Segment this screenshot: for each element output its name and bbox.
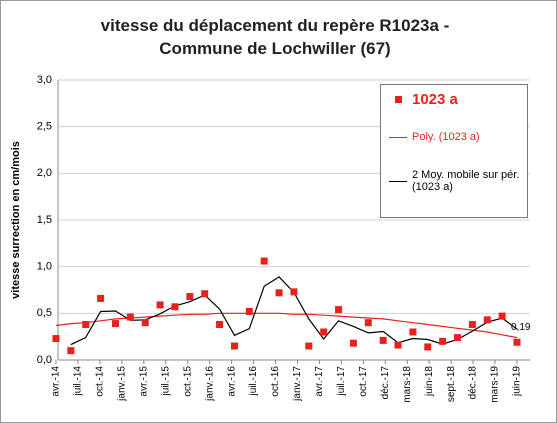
x-tick-label: oct.-14 bbox=[95, 366, 106, 397]
data-point bbox=[483, 316, 491, 324]
data-point bbox=[260, 257, 268, 265]
moving-average-line bbox=[70, 276, 518, 346]
data-point bbox=[275, 289, 283, 297]
data-point bbox=[349, 339, 357, 347]
x-tick-label: avr.-14 bbox=[51, 366, 62, 397]
legend-item: 1023 a bbox=[389, 91, 523, 108]
data-label: 0,19 bbox=[511, 322, 531, 333]
data-point bbox=[156, 301, 164, 309]
data-point bbox=[97, 294, 105, 302]
x-tick-label: avr.-17 bbox=[314, 366, 325, 397]
y-tick-label: 2,5 bbox=[37, 121, 52, 133]
data-point bbox=[468, 321, 476, 329]
x-tick-label: juin-18 bbox=[424, 366, 435, 397]
x-tick-label: mars-18 bbox=[402, 366, 413, 403]
data-point bbox=[379, 336, 387, 344]
legend-swatch bbox=[389, 180, 407, 182]
x-tick-label: mars-19 bbox=[490, 366, 501, 403]
legend-item: 2 Moy. mobile sur pér. (1023 a) bbox=[389, 169, 523, 193]
x-tick-label: juil.-14 bbox=[73, 366, 84, 397]
legend-label: 1023 a bbox=[412, 91, 458, 108]
y-tick-label: 2,0 bbox=[37, 167, 52, 179]
data-point bbox=[320, 328, 328, 336]
data-point bbox=[394, 341, 402, 349]
x-tick-label: déc.-17 bbox=[380, 366, 391, 400]
legend-label: Poly. (1023 a) bbox=[412, 131, 480, 143]
legend-swatch bbox=[389, 136, 407, 138]
data-point bbox=[454, 334, 462, 342]
data-point bbox=[141, 319, 149, 327]
data-point bbox=[171, 303, 179, 311]
x-tick-label: déc.-18 bbox=[468, 366, 479, 400]
data-point bbox=[52, 335, 60, 343]
data-point bbox=[290, 288, 298, 296]
data-point bbox=[67, 347, 75, 355]
data-point bbox=[364, 319, 372, 327]
data-point bbox=[498, 312, 506, 320]
y-tick-label: 0,5 bbox=[37, 307, 52, 319]
legend-label: 2 Moy. mobile sur pér. (1023 a) bbox=[412, 169, 520, 193]
data-point bbox=[424, 343, 432, 351]
x-tick-label: juil.-15 bbox=[160, 366, 171, 397]
data-point bbox=[245, 307, 253, 315]
x-tick-label: oct.-16 bbox=[270, 366, 281, 397]
data-point bbox=[335, 306, 343, 314]
data-point bbox=[82, 321, 90, 329]
x-tick-label: janv.-17 bbox=[292, 366, 303, 402]
y-tick-label: 3,0 bbox=[37, 74, 52, 86]
x-tick-label: janv.-16 bbox=[204, 366, 215, 402]
y-tick-label: 1,5 bbox=[37, 214, 52, 226]
data-point bbox=[186, 293, 194, 301]
chart-title: vitesse du déplacement du repère R1023a … bbox=[100, 16, 450, 58]
data-point bbox=[201, 290, 209, 298]
data-point bbox=[111, 320, 119, 328]
y-tick-label: 0,0 bbox=[37, 354, 52, 366]
data-point bbox=[409, 328, 417, 336]
data-point bbox=[513, 338, 521, 346]
data-point bbox=[126, 313, 134, 321]
x-tick-label: sept.-18 bbox=[446, 366, 457, 403]
x-tick-label: janv.-15 bbox=[116, 366, 127, 402]
data-point bbox=[216, 321, 224, 329]
x-tick-label: avr.-15 bbox=[138, 366, 149, 397]
data-point bbox=[305, 342, 313, 350]
legend-item: Poly. (1023 a) bbox=[389, 131, 523, 143]
y-axis-label: vitesse surrection en cm/mois bbox=[10, 141, 22, 299]
x-tick-label: juin-19 bbox=[512, 366, 523, 397]
legend-swatch bbox=[389, 96, 407, 103]
x-tick-label: juil.-17 bbox=[336, 366, 347, 397]
data-point bbox=[439, 337, 447, 345]
legend: 1023 a Poly. (1023 a) 2 Moy. mobile sur pé… bbox=[380, 84, 528, 218]
x-tick-label: avr.-16 bbox=[226, 366, 237, 397]
x-tick-label: oct.-15 bbox=[182, 366, 193, 397]
data-point bbox=[230, 342, 238, 350]
x-tick-label: juil.-16 bbox=[248, 366, 259, 397]
y-tick-label: 1,0 bbox=[37, 261, 52, 273]
x-tick-label: oct.-17 bbox=[358, 366, 369, 397]
